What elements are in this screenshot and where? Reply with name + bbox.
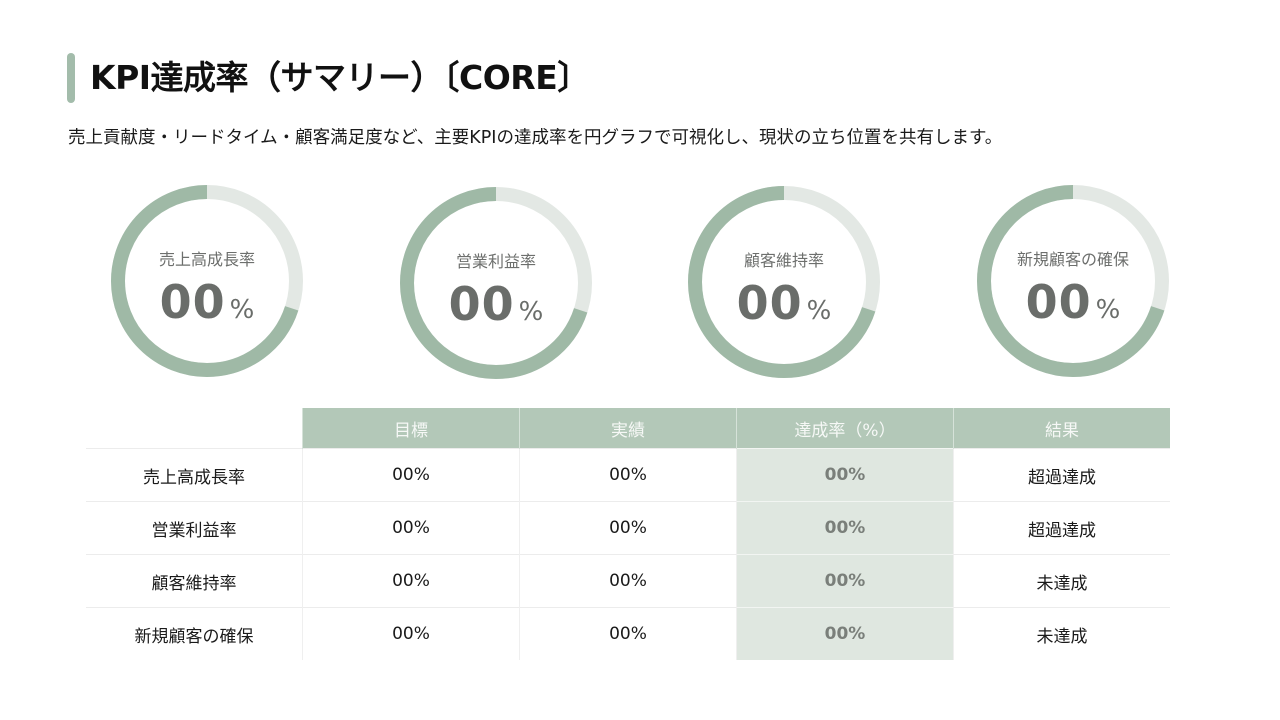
donut-label: 売上高成長率: [158, 250, 255, 269]
actual-cell: 00%: [519, 501, 737, 555]
target-cell: 00%: [302, 448, 520, 502]
table-row: 営業利益率 00% 00% 00% 超過達成: [86, 501, 1170, 555]
donut-chart: 営業利益率 00%: [398, 185, 594, 381]
table-row: 顧客維持率 00% 00% 00% 未達成: [86, 554, 1170, 608]
donut-label: 営業利益率: [455, 252, 536, 271]
table-row: 売上高成長率 00% 00% 00% 超過達成: [86, 448, 1170, 502]
result-cell: 超過達成: [953, 501, 1170, 555]
table-header-row: 目標 実績 達成率（%） 結果: [86, 408, 1170, 449]
donut-ring: [688, 186, 880, 378]
column-header-target: 目標: [302, 408, 520, 449]
column-header-blank: [86, 408, 303, 449]
donut-chart: 顧客維持率 00%: [686, 184, 882, 380]
column-header-result: 結果: [953, 408, 1170, 449]
donut-ring: [111, 185, 303, 377]
donut-value: 00%: [159, 275, 255, 329]
donut-ring: [400, 187, 592, 379]
row-label: 売上高成長率: [86, 448, 303, 502]
donut-label: 新規顧客の確保: [1016, 250, 1129, 269]
target-cell: 00%: [302, 501, 520, 555]
actual-cell: 00%: [519, 607, 737, 660]
row-label: 営業利益率: [86, 501, 303, 555]
donut-chart: 売上高成長率 00%: [109, 183, 305, 379]
donut-chart: 新規顧客の確保 00%: [975, 183, 1171, 379]
result-cell: 未達成: [953, 554, 1170, 608]
donut-value: 00%: [1025, 275, 1121, 329]
target-cell: 00%: [302, 554, 520, 608]
donut-value: 00%: [448, 277, 544, 331]
kpi-table: 目標 実績 達成率（%） 結果 売上高成長率 00% 00% 00% 超過達成 …: [86, 408, 1170, 660]
result-cell: 未達成: [953, 607, 1170, 660]
page-subtitle: 売上貢献度・リードタイム・顧客満足度など、主要KPIの達成率を円グラフで可視化し…: [68, 128, 1003, 148]
donut-value: 00%: [736, 276, 832, 330]
rate-cell: 00%: [736, 448, 954, 502]
column-header-actual: 実績: [519, 408, 737, 449]
row-label: 顧客維持率: [86, 554, 303, 608]
donut-label: 顧客維持率: [743, 251, 824, 270]
rate-cell: 00%: [736, 607, 954, 660]
donut-ring: [977, 185, 1169, 377]
actual-cell: 00%: [519, 448, 737, 502]
column-header-rate: 達成率（%）: [736, 408, 954, 449]
actual-cell: 00%: [519, 554, 737, 608]
table-row: 新規顧客の確保 00% 00% 00% 未達成: [86, 607, 1170, 660]
target-cell: 00%: [302, 607, 520, 660]
rate-cell: 00%: [736, 501, 954, 555]
page-title: KPI達成率（サマリー）〔CORE〕: [90, 58, 590, 97]
row-label: 新規顧客の確保: [86, 607, 303, 660]
title-accent-bar: [67, 53, 75, 103]
result-cell: 超過達成: [953, 448, 1170, 502]
rate-cell: 00%: [736, 554, 954, 608]
